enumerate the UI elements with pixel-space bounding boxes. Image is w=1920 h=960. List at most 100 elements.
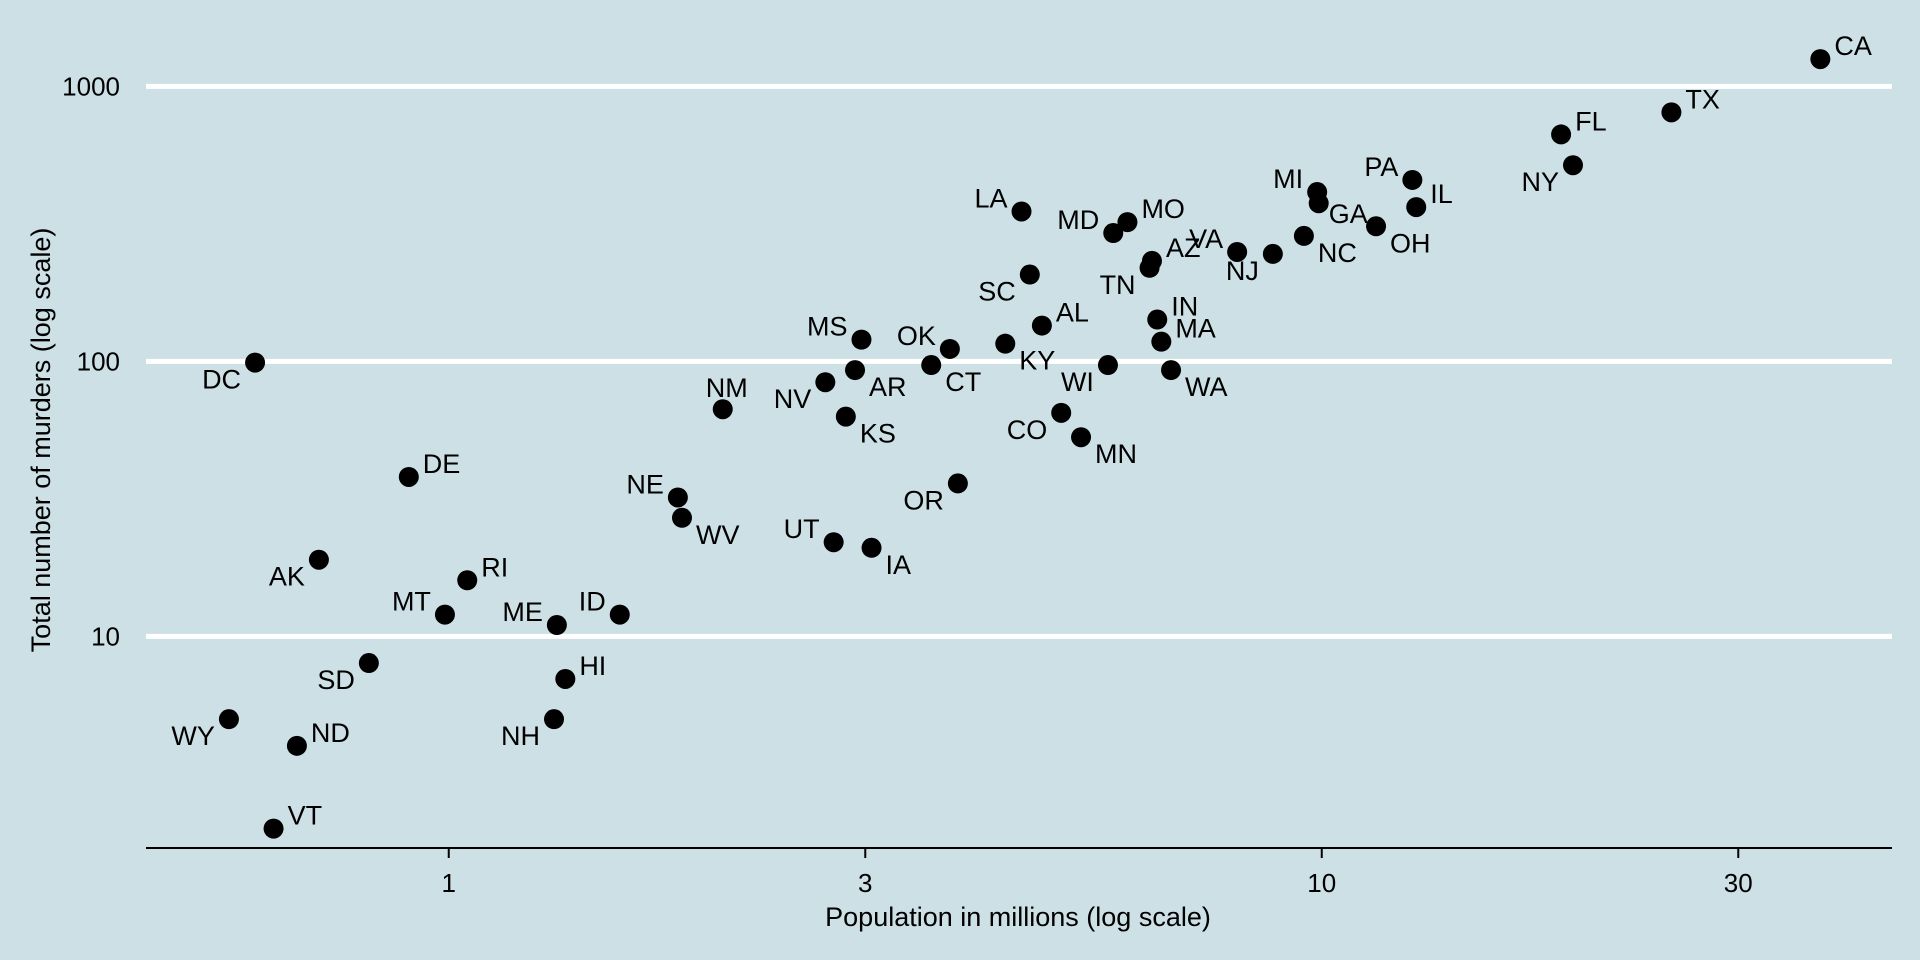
data-points <box>218 49 1831 839</box>
point-label-nj: NJ <box>1226 256 1259 286</box>
data-point-nv <box>815 372 836 393</box>
x-tick-label: 3 <box>858 868 872 898</box>
data-point-nh <box>544 709 565 730</box>
data-point-ri <box>457 570 478 591</box>
data-point-md <box>1103 223 1124 244</box>
data-point-or <box>947 473 968 494</box>
point-label-md: MD <box>1057 205 1099 235</box>
point-label-mo: MO <box>1141 194 1185 224</box>
point-label-nm: NM <box>706 373 748 403</box>
data-point-pa <box>1402 169 1423 190</box>
data-point-mo <box>1117 212 1138 233</box>
point-label-ut: UT <box>784 514 820 544</box>
point-label-ar: AR <box>869 372 907 402</box>
point-label-fl: FL <box>1575 106 1607 136</box>
data-point-nc <box>1293 225 1314 246</box>
point-label-al: AL <box>1056 298 1089 328</box>
x-axis-ticks: 1 3 10 30 <box>442 848 1753 898</box>
data-point-il <box>1406 197 1427 218</box>
data-point-al <box>1031 315 1052 336</box>
data-point-la <box>1011 201 1032 222</box>
data-point-ak <box>308 549 329 570</box>
point-label-la: LA <box>974 183 1007 213</box>
y-axis-ticks: 10 100 1000 <box>62 71 120 651</box>
data-point-wa <box>1161 360 1182 381</box>
data-point-ny <box>1562 155 1583 176</box>
point-label-ga: GA <box>1329 199 1368 229</box>
point-label-nh: NH <box>501 721 540 751</box>
data-point-nj <box>1262 243 1283 264</box>
point-label-sc: SC <box>978 277 1016 307</box>
data-point-ca <box>1810 49 1831 70</box>
y-tick-label: 100 <box>77 346 120 376</box>
data-point-ut <box>823 532 844 553</box>
data-point-hi <box>555 668 576 689</box>
data-point-ky <box>995 333 1016 354</box>
data-point-mt <box>434 604 455 625</box>
point-label-in: IN <box>1171 292 1198 322</box>
point-label-va: VA <box>1189 224 1223 254</box>
data-point-nm <box>712 399 733 420</box>
data-point-wy <box>218 709 239 730</box>
data-point-ar <box>845 360 866 381</box>
point-label-id: ID <box>579 587 606 617</box>
point-label-ny: NY <box>1521 167 1559 197</box>
data-point-vt <box>263 818 284 839</box>
point-label-az: AZ <box>1166 233 1201 263</box>
x-tick-label: 1 <box>442 868 456 898</box>
point-label-de: DE <box>423 449 461 479</box>
data-point-ct <box>921 355 942 376</box>
point-label-me: ME <box>502 597 543 627</box>
point-label-pa: PA <box>1364 152 1398 182</box>
data-point-ms <box>851 329 872 350</box>
point-label-wi: WI <box>1061 367 1094 397</box>
data-point-ia <box>861 537 882 558</box>
point-label-ok: OK <box>897 321 936 351</box>
point-label-mn: MN <box>1095 439 1137 469</box>
point-label-ia: IA <box>886 550 912 580</box>
y-axis-title: Total number of murders (log scale) <box>26 228 56 653</box>
data-point-ga <box>1308 193 1329 214</box>
gridlines <box>146 83 1892 639</box>
data-point-fl <box>1551 124 1572 145</box>
point-label-tx: TX <box>1685 84 1720 114</box>
point-label-hi: HI <box>579 651 606 681</box>
point-label-ri: RI <box>481 552 508 582</box>
data-point-sc <box>1019 264 1040 285</box>
data-point-de <box>398 466 419 487</box>
data-point-dc <box>245 352 266 373</box>
point-label-wv: WV <box>696 520 740 550</box>
x-tick-label: 30 <box>1724 868 1753 898</box>
point-label-oh: OH <box>1390 228 1431 258</box>
point-label-nd: ND <box>311 718 350 748</box>
point-label-ks: KS <box>860 419 896 449</box>
point-label-or: OR <box>903 485 944 515</box>
point-label-wa: WA <box>1185 372 1228 402</box>
data-point-co <box>1051 402 1072 423</box>
data-point-va <box>1227 241 1248 262</box>
data-point-wi <box>1097 355 1118 376</box>
point-label-ak: AK <box>269 562 305 592</box>
data-point-ne <box>667 487 688 508</box>
y-tick-label: 10 <box>91 621 120 651</box>
point-label-dc: DC <box>202 365 241 395</box>
data-point-me <box>546 615 567 636</box>
point-label-tn: TN <box>1100 270 1136 300</box>
data-point-ma <box>1151 331 1172 352</box>
x-tick-label: 10 <box>1307 868 1336 898</box>
point-label-vt: VT <box>288 801 323 831</box>
point-label-ms: MS <box>807 312 848 342</box>
data-point-tx <box>1661 102 1682 123</box>
point-label-ct: CT <box>945 367 981 397</box>
y-tick-label: 1000 <box>62 71 120 101</box>
point-label-mi: MI <box>1273 164 1303 194</box>
point-label-ma: MA <box>1175 314 1216 344</box>
point-label-co: CO <box>1007 415 1048 445</box>
point-label-mt: MT <box>392 587 431 617</box>
data-point-ks <box>835 406 856 427</box>
data-point-mn <box>1071 427 1092 448</box>
data-point-id <box>609 604 630 625</box>
data-point-wv <box>671 507 692 528</box>
